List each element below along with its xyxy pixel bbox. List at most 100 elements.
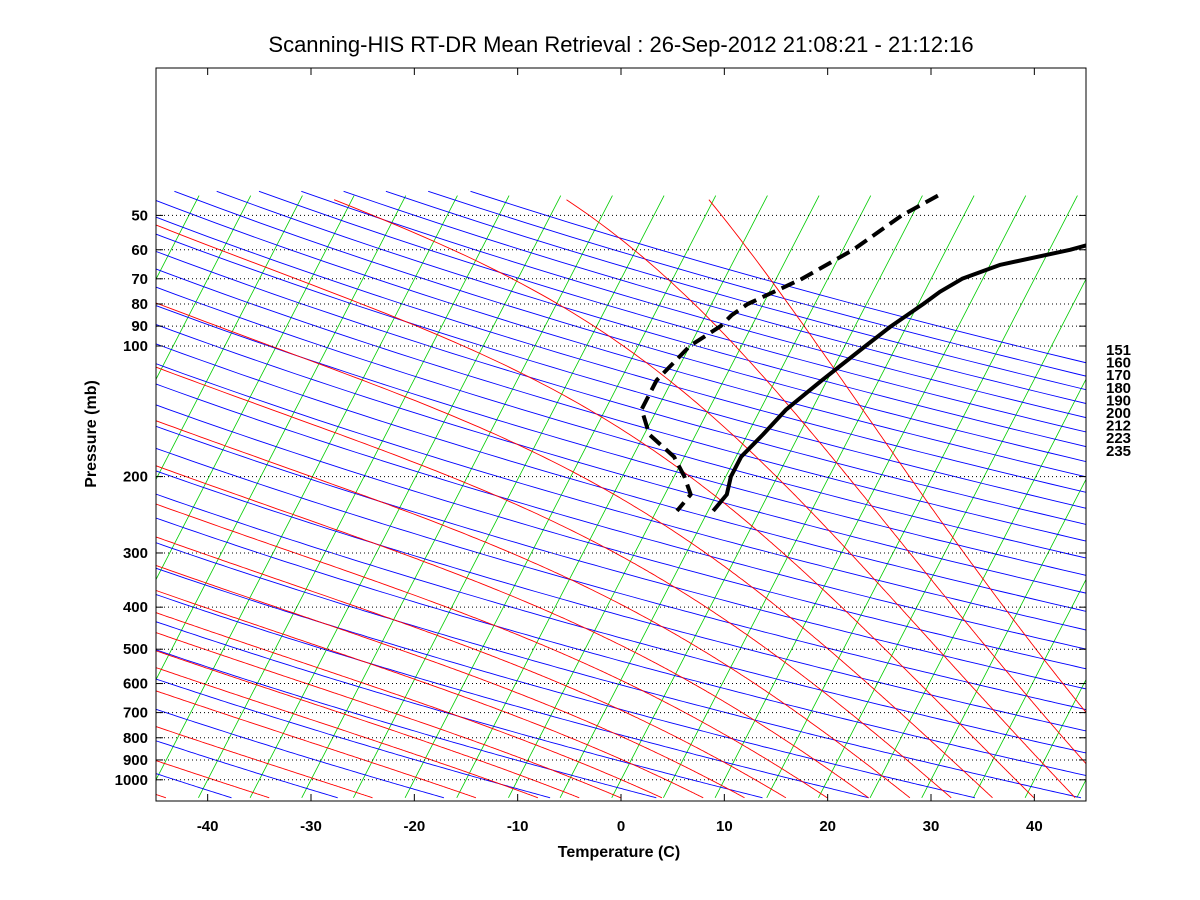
potential-temp-label: 180 [1106, 380, 1131, 397]
isotherm-line [973, 578, 1086, 798]
y-tick-label: 50 [131, 207, 148, 224]
dry-adiabat-line [156, 383, 1086, 650]
isotherm-line [1180, 196, 1200, 798]
dry-adiabat-line [156, 404, 1086, 670]
y-tick-label: 100 [123, 338, 148, 355]
y-axis-label: Pressure (mb) [83, 380, 100, 488]
x-tick-label: -40 [197, 818, 219, 835]
isotherm-line [301, 195, 613, 798]
isotherm-line [818, 278, 1086, 798]
dry-adiabat-line [156, 773, 232, 799]
moist-adiabat-line [156, 726, 373, 799]
moist-adiabat-line [156, 667, 539, 799]
moist-adiabat-line [566, 199, 1086, 765]
dry-adiabat-line [156, 542, 1082, 799]
dry-adiabat-line [156, 286, 1086, 559]
isotherm-line [663, 195, 975, 798]
y-tick-label: 60 [131, 242, 148, 259]
moist-adiabat-line [156, 564, 745, 799]
isotherm-line [156, 195, 458, 781]
isotherm-line [1128, 196, 1200, 798]
moist-adiabat-line [156, 302, 993, 799]
isotherm-line [156, 195, 355, 581]
isotherm-line [508, 195, 820, 798]
isotherm-line [404, 195, 717, 798]
y-tick-label: 900 [123, 752, 148, 769]
isotherm-line [198, 195, 510, 798]
moist-adiabat-line [156, 612, 663, 799]
isotherm-line [0, 196, 96, 798]
isotherm-line [156, 195, 407, 681]
sounding-series [639, 193, 1086, 513]
dry-adiabat-line [0, 191, 125, 798]
potential-temp-label: 212 [1106, 418, 1131, 435]
y-tick-label: 70 [131, 271, 148, 288]
y-tick-label: 600 [123, 676, 148, 693]
moist-adiabat-line [156, 420, 911, 799]
isotherm-line [766, 195, 1078, 798]
x-tick-label: -30 [300, 818, 322, 835]
moist-adiabat-line [156, 650, 580, 799]
x-tick-label: 10 [716, 818, 733, 835]
dry-adiabat-line [0, 191, 19, 798]
y-tick-label: 700 [123, 705, 148, 722]
moist-adiabat-line [156, 690, 477, 799]
potential-temp-label: 160 [1106, 355, 1131, 372]
moist-adiabat-line [156, 224, 1035, 799]
x-tick-label: 0 [617, 818, 625, 835]
moist-adiabat-line [156, 760, 270, 799]
dry-adiabat-line [156, 343, 1086, 612]
potential-temp-label: 190 [1106, 392, 1131, 409]
y-tick-label: 90 [131, 318, 148, 335]
dry-adiabat-line [174, 190, 1086, 463]
y-tick-label: 400 [123, 599, 148, 616]
y-tick-label: 80 [131, 296, 148, 313]
isotherm-line [869, 378, 1086, 798]
dry-adiabat-line [156, 250, 1086, 525]
potential-temp-label: 200 [1106, 405, 1131, 422]
isotherm-line [1076, 778, 1086, 798]
moist-adiabat-line [156, 536, 787, 799]
moist-adiabat-line [333, 199, 1076, 799]
pressure-gridlines [156, 214, 1086, 781]
x-axis-label: Temperature (C) [558, 844, 680, 861]
dry-adiabat-line [216, 190, 1086, 448]
potential-temp-label: 170 [1106, 367, 1131, 384]
dry-adiabat-line [156, 594, 869, 799]
y-axis-ticks: 50 60 70 80 90 100 200 300 400 500 600 700 800 900 100… [115, 207, 1086, 789]
y-tick-label: 300 [123, 545, 148, 562]
isotherm-line [1024, 678, 1086, 798]
isotherm-line [0, 196, 44, 798]
isotherm-line [456, 195, 768, 798]
dry-adiabat-line [156, 216, 1086, 493]
dry-adiabat-line [156, 425, 1086, 690]
x-axis-ticks: -40 -30 -20 -10 0 10 20 30 40 [197, 68, 1043, 835]
moist-adiabat-line [156, 366, 952, 799]
x-tick-label: 40 [1026, 818, 1043, 835]
moist-adiabat-line [156, 465, 869, 799]
moist-adiabat-line [708, 199, 1086, 714]
temperature-line [711, 243, 1086, 513]
moist-adiabat-line [156, 632, 621, 799]
dry-adiabat-line [156, 268, 1086, 542]
isotherm-line [921, 478, 1086, 798]
x-tick-label: 30 [923, 818, 940, 835]
isotherm-line [156, 195, 200, 280]
dry-adiabat-line [156, 740, 338, 799]
potential-temp-label: 151 [1106, 342, 1131, 359]
dry-adiabat-line [156, 708, 445, 799]
dry-adiabat-line [156, 517, 1086, 776]
dewpoint-line [639, 193, 939, 513]
y-tick-label: 800 [123, 730, 148, 747]
isotherm-line [714, 195, 1027, 798]
dry-adiabat-line [156, 493, 1086, 754]
dry-adiabat-line [156, 447, 1086, 711]
potential-temp-label: 223 [1106, 430, 1131, 447]
dry-adiabat-line [156, 678, 551, 799]
moist-adiabat-line [156, 589, 704, 799]
y-tick-label: 200 [123, 469, 148, 486]
dry-adiabat-line [156, 233, 1086, 509]
isotherm-line [156, 195, 252, 381]
x-tick-label: -10 [507, 818, 529, 835]
